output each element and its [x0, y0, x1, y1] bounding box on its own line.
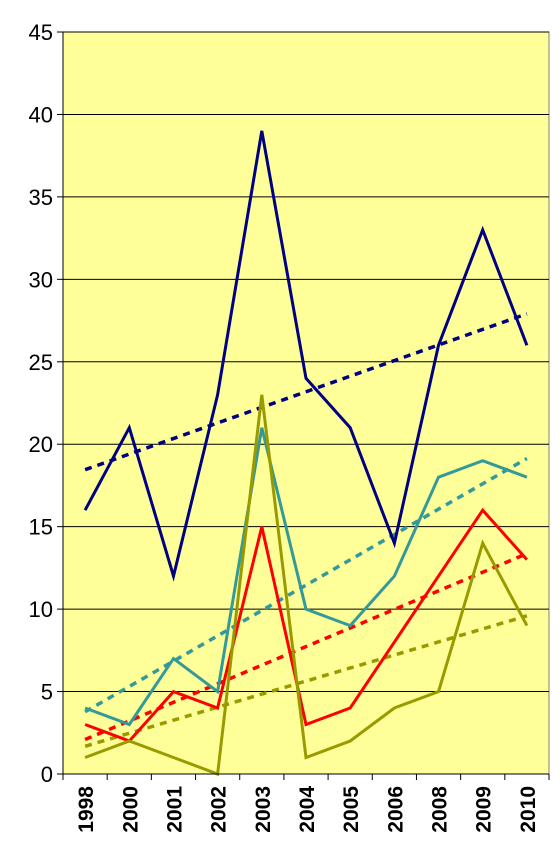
- x-tick-label: 2004: [296, 786, 319, 833]
- x-tick-label: 2002: [208, 786, 231, 833]
- plot-area: [62, 31, 550, 775]
- y-tick-label: 5: [41, 680, 53, 705]
- trendline-1: [84, 312, 528, 472]
- x-tick-label: 2000: [119, 786, 142, 833]
- x-tick-label: 2005: [340, 786, 363, 833]
- y-tick-label: 35: [29, 185, 53, 210]
- series-lines: [83, 130, 529, 777]
- x-tick-label: 2001: [163, 786, 186, 833]
- y-tick-label: 15: [29, 515, 53, 540]
- y-tick-labels: 0 5 10 15 20 25 30 35 40 45: [29, 20, 63, 787]
- x-tick-label: 1998: [75, 786, 98, 833]
- y-tick-label: 0: [41, 762, 53, 787]
- y-tick-label: 10: [29, 597, 53, 622]
- x-tick-label: 2003: [252, 786, 275, 833]
- y-tick-label: 45: [29, 20, 53, 45]
- y-tick-label: 25: [29, 350, 53, 375]
- x-tick-label: 2010: [517, 786, 540, 833]
- x-tick-labels: 1998 2000 2001 2002 2003 2004 2005 2006 2008 2009…: [62, 774, 550, 833]
- trendline-2: [84, 456, 528, 714]
- y-tick-label: 20: [29, 432, 53, 457]
- x-tick-label: 2009: [473, 786, 496, 833]
- series-line-3: [84, 507, 529, 743]
- series-line-1: [83, 130, 529, 582]
- x-tick-label: 2008: [429, 786, 452, 833]
- x-tick-label: 2006: [384, 786, 407, 833]
- series-line-2: [84, 427, 528, 727]
- gridlines: [63, 31, 549, 693]
- series-line-4: [84, 394, 529, 777]
- y-tick-label: 30: [29, 267, 53, 292]
- y-tick-label: 40: [29, 102, 53, 127]
